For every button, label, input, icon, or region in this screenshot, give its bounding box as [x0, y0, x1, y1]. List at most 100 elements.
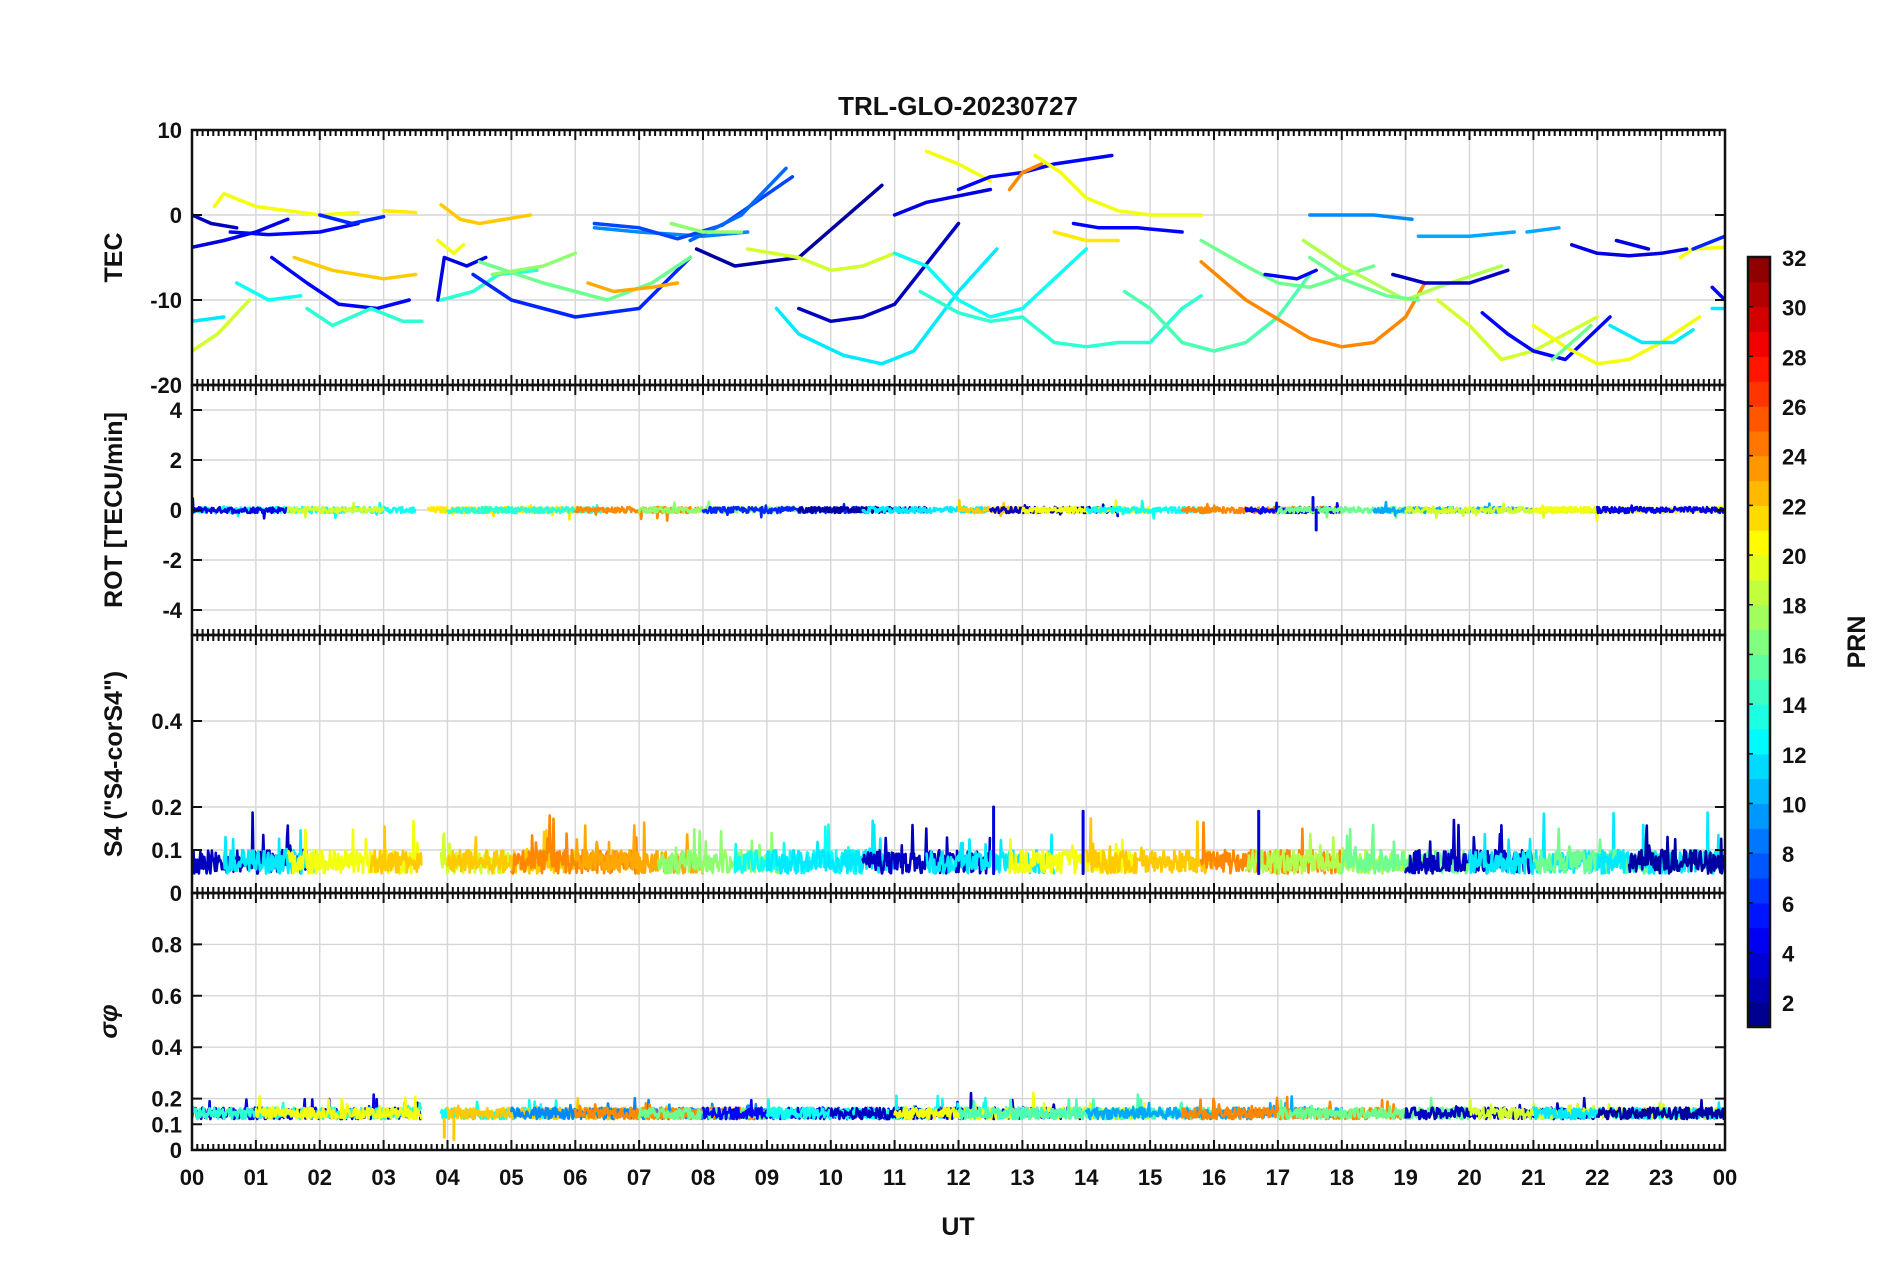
tec-trace-prn-5 — [1071, 221, 1184, 234]
rot-y-axis-label: ROT [TECU/min] — [100, 412, 128, 608]
tec-trace-prn-4 — [1614, 238, 1651, 251]
s4-trace-prn-17 — [657, 828, 781, 875]
colorbar-tick-label: 18 — [1782, 594, 1806, 619]
colorbar-swatch — [1748, 927, 1770, 953]
tec-trace-prn-9 — [592, 226, 750, 239]
y-tick-label: 0.4 — [151, 1035, 182, 1060]
y-tick-label: 0 — [170, 203, 182, 228]
tec-trace-prn-5 — [1710, 285, 1725, 302]
y-tick-label: 0.2 — [151, 795, 182, 820]
colorbar-tick-label: 24 — [1782, 445, 1807, 470]
tec-trace-prn-19 — [745, 247, 897, 273]
y-tick-label: -4 — [162, 598, 182, 623]
s4-trace-prn-22 — [369, 825, 423, 875]
colorbar-swatch — [1748, 853, 1770, 879]
colorbar-swatch — [1748, 629, 1770, 655]
tec-trace-prn-3 — [192, 213, 239, 230]
tec-trace-prn-20 — [1531, 315, 1702, 366]
panel-sigma: 0.8 0.6 0.4 0.20.10 σφ — [95, 891, 1727, 1163]
x-tick-label: 23 — [1649, 1165, 1673, 1190]
colorbar-swatch — [1748, 778, 1770, 804]
rot-trace-prn-4 — [192, 497, 289, 520]
tec-y-axis-label: TEC — [100, 233, 128, 283]
colorbar-swatch — [1748, 878, 1770, 904]
colorbar-tick-label: 26 — [1782, 395, 1806, 420]
s4-trace-prn-22 — [1085, 817, 1215, 875]
sigma-series-group — [192, 1091, 1725, 1142]
tec-trace-prn-9 — [1308, 213, 1414, 222]
tec-tick-marks — [191, 129, 1726, 386]
y-tick-label: 0.1 — [151, 1112, 182, 1137]
colorbar-swatch — [1748, 555, 1770, 581]
x-tick-label: 14 — [1074, 1165, 1099, 1190]
colorbar-swatch — [1748, 704, 1770, 730]
tec-trace-prn-24 — [1007, 162, 1044, 192]
x-tick-label: 00 — [180, 1165, 204, 1190]
tec-trace-prn-2 — [694, 183, 884, 268]
tec-trace-prn-23 — [586, 281, 680, 294]
y-tick-label: 0 — [170, 881, 182, 906]
colorbar-swatch — [1748, 803, 1770, 829]
colorbar-tick-label: 10 — [1782, 792, 1806, 817]
tec-trace-prn-10 — [1525, 226, 1561, 234]
x-tick-label: 21 — [1521, 1165, 1545, 1190]
x-tick-label: 22 — [1585, 1165, 1609, 1190]
y-tick-label: 10 — [158, 118, 182, 143]
y-tick-label: 0.2 — [151, 1087, 182, 1112]
tec-trace-prn-21 — [381, 209, 418, 215]
tec-trace-prn-6 — [318, 213, 386, 226]
tec-trace-prn-6 — [1691, 234, 1725, 251]
s4-trace-prn-2 — [1627, 824, 1725, 875]
colorbar-swatch — [1748, 356, 1770, 382]
colorbar-swatch — [1748, 430, 1770, 457]
tec-trace-prn-4 — [892, 187, 993, 217]
tec-trace-prn-14 — [305, 306, 424, 328]
colorbar-swatch — [1748, 331, 1770, 357]
tec-trace-prn-5 — [1480, 311, 1612, 362]
colorbar-swatch — [1748, 654, 1770, 680]
colorbar-swatch — [1748, 604, 1770, 631]
tec-trace-prn-18 — [1301, 238, 1504, 302]
colorbar-swatch — [1748, 728, 1770, 755]
chart-title: TRL-GLO-20230727 — [838, 91, 1078, 121]
panel-rot: 4 2 0 -2 -4 ROT [TECU/min] — [100, 383, 1727, 637]
sigma-y-axis-label: σφ — [95, 1004, 123, 1038]
x-tick-label: 10 — [819, 1165, 843, 1190]
x-tick-label: 07 — [627, 1165, 651, 1190]
rot-trace-prn-19 — [286, 501, 385, 519]
colorbar-swatch — [1748, 828, 1770, 854]
colorbar-tick-label: 12 — [1782, 743, 1806, 768]
tec-trace-prn-3 — [797, 221, 961, 324]
panel-tec: 10 0 -10 -20 TEC — [100, 118, 1727, 398]
y-tick-label: -2 — [162, 548, 182, 573]
x-tick-label: 09 — [755, 1165, 779, 1190]
colorbar-swatch — [1748, 1002, 1770, 1028]
x-tick-label: 02 — [308, 1165, 332, 1190]
x-tick-label: 20 — [1457, 1165, 1481, 1190]
tec-trace-prn-16 — [1308, 255, 1421, 302]
x-tick-label: 13 — [1010, 1165, 1034, 1190]
colorbar-swatch — [1748, 306, 1770, 333]
tec-trace-prn-24 — [1199, 260, 1427, 349]
x-tick-label: 00 — [1713, 1165, 1737, 1190]
tec-trace-prn-3 — [1391, 268, 1510, 285]
tec-trace-prn-19 — [192, 298, 252, 353]
colorbar-tick-label: 8 — [1782, 842, 1794, 867]
x-tick-label: 19 — [1393, 1165, 1417, 1190]
tec-trace-prn-17 — [490, 251, 578, 277]
colorbar-tick-label: 4 — [1782, 941, 1795, 966]
y-tick-label: -20 — [150, 373, 182, 398]
tec-trace-prn-5 — [1263, 268, 1318, 281]
tec-trace-prn-20 — [436, 238, 466, 256]
s4-tick-marks — [191, 635, 1726, 894]
tec-trace-prn-5 — [270, 255, 411, 311]
x-tick-label: 06 — [563, 1165, 587, 1190]
x-tick-label: 05 — [499, 1165, 523, 1190]
y-tick-label: 0.1 — [151, 838, 182, 863]
tec-series-group — [192, 149, 1725, 366]
tec-trace-prn-12 — [1608, 323, 1695, 345]
y-tick-label: -10 — [150, 288, 182, 313]
colorbar-swatch — [1748, 902, 1770, 929]
